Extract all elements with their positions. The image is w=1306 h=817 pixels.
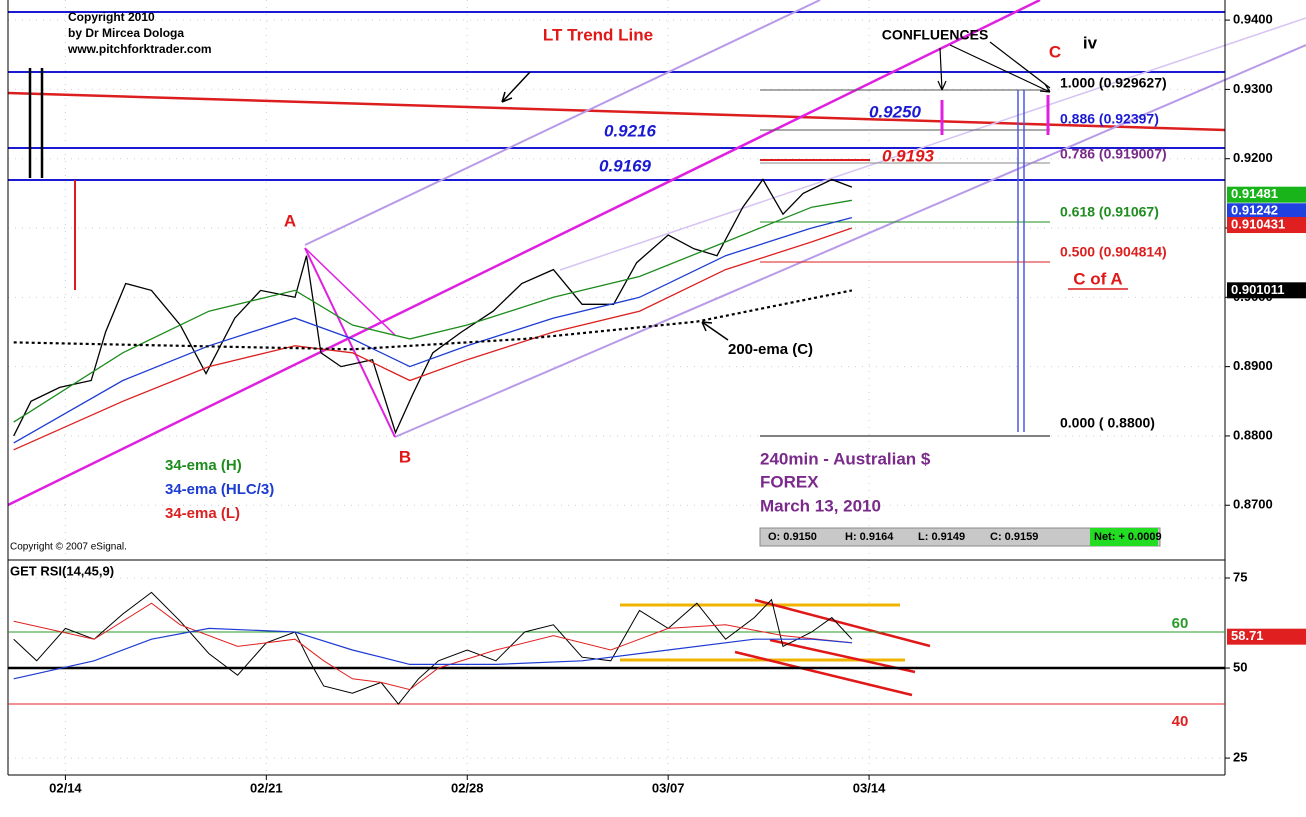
series-line	[13, 227, 853, 451]
annotation: C of A	[1073, 269, 1122, 288]
fib-label: 0.000 ( 0.8800)	[1060, 415, 1155, 431]
level-label: 40	[1172, 713, 1189, 730]
series-line	[13, 199, 853, 423]
rsi-channel	[769, 638, 916, 674]
info: March 13, 2010	[760, 496, 881, 515]
series-line	[13, 627, 852, 680]
series-line	[13, 216, 853, 444]
annotations	[7, 0, 1306, 776]
price-box	[1227, 203, 1306, 220]
ohlc: H: 0.9164	[845, 531, 894, 543]
annotation: 0.9193	[882, 146, 935, 165]
series-line	[13, 591, 853, 705]
y-tick-label: 0.9300	[1233, 81, 1273, 96]
annotation: CONFLUENCES	[882, 27, 989, 43]
y-tick-label: 0.9400	[1233, 12, 1273, 27]
ab-line	[304, 247, 396, 336]
x-tick-label: 02/28	[451, 780, 484, 795]
pitchfork-lower	[394, 44, 1306, 438]
y-tick-label: 0.9200	[1233, 150, 1273, 165]
pitchfork-median	[7, 0, 1041, 507]
series-line	[13, 178, 853, 437]
series-line	[13, 289, 853, 351]
annotation: B	[399, 447, 411, 466]
annotation: A	[284, 211, 296, 230]
plot: 0.87000.88000.89000.90000.91000.92000.93…	[8, 12, 1306, 795]
annotation: 0.9250	[869, 102, 922, 121]
annotation: 0.9216	[604, 121, 657, 140]
price-box	[1227, 217, 1306, 234]
y-tick-label: 25	[1233, 750, 1247, 765]
ab-line	[304, 247, 396, 438]
series-line	[13, 602, 852, 691]
rsi-title: GET RSI(14,45,9)	[10, 563, 114, 578]
y-tick-label: 0.8900	[1233, 358, 1273, 373]
price-box	[1227, 628, 1306, 645]
ohlc: C: 0.9159	[990, 531, 1038, 543]
fib-label: 0.886 (0.92397)	[1060, 111, 1159, 127]
rsi-channel	[754, 598, 931, 648]
fib-label: 0.500 (0.904814)	[1060, 244, 1167, 260]
price-box	[1227, 282, 1306, 299]
ohlc: O: 0.9150	[768, 531, 817, 543]
fib-label: 1.000 (0.929627)	[1060, 75, 1167, 91]
x-tick-label: 03/14	[853, 780, 886, 795]
price-label: 0.91242	[1231, 203, 1278, 218]
annotation: 0.9169	[599, 156, 652, 175]
ohlc: L: 0.9149	[918, 531, 965, 543]
copyright: Copyright 2010	[68, 10, 155, 24]
price-label: 0.91481	[1231, 186, 1278, 201]
y-tick-label: 0.8800	[1233, 427, 1273, 442]
pitchfork-inner	[559, 17, 1306, 271]
x-tick-label: 03/07	[652, 780, 685, 795]
price-label: 0.901011	[1231, 282, 1285, 297]
ohlc-bar	[759, 527, 1161, 547]
trend-line	[7, 91, 1226, 132]
price-box	[1227, 186, 1306, 203]
y-tick-label: 50	[1233, 659, 1247, 674]
annotation: LT Trend Line	[543, 25, 653, 44]
legend-label: 34-ema (HLC/3)	[165, 481, 274, 498]
y-tick-label: 75	[1233, 569, 1247, 584]
copyright: www.pitchforktrader.com	[67, 42, 212, 56]
copyright: by Dr Mircea Dologa	[68, 26, 184, 40]
pitchfork-upper	[304, 0, 821, 246]
level-label: 60	[1172, 615, 1189, 632]
price-label: 0.910431	[1231, 216, 1285, 231]
price-label: 58.71	[1231, 628, 1264, 643]
y-tick-label: 0.8700	[1233, 497, 1273, 512]
annotation: C	[1049, 42, 1061, 61]
info: FOREX	[760, 472, 819, 491]
arrow	[701, 321, 729, 341]
info: 240min - Australian $	[760, 449, 931, 468]
ohlc: Net: + 0.0009	[1094, 531, 1162, 543]
esignal: Copyright © 2007 eSignal.	[10, 542, 127, 553]
net-box	[1090, 528, 1158, 546]
arrow	[937, 47, 947, 91]
x-tick-label: 02/21	[250, 780, 283, 795]
legend-label: 200-ema (C)	[728, 341, 813, 358]
legend-label: 34-ema (L)	[165, 505, 240, 522]
labels: Copyright 2010 by Dr Mircea Dologa www.p…	[10, 10, 1167, 578]
annotation: iv	[1083, 33, 1098, 52]
fib-label: 0.618 (0.91067)	[1060, 204, 1159, 220]
fib-label: 0.786 (0.919007)	[1060, 146, 1167, 162]
arrow	[989, 41, 1051, 89]
arrow	[501, 71, 531, 103]
x-tick-label: 02/14	[49, 780, 82, 795]
rsi-channel	[734, 650, 913, 697]
legend-label: 34-ema (H)	[165, 457, 242, 474]
